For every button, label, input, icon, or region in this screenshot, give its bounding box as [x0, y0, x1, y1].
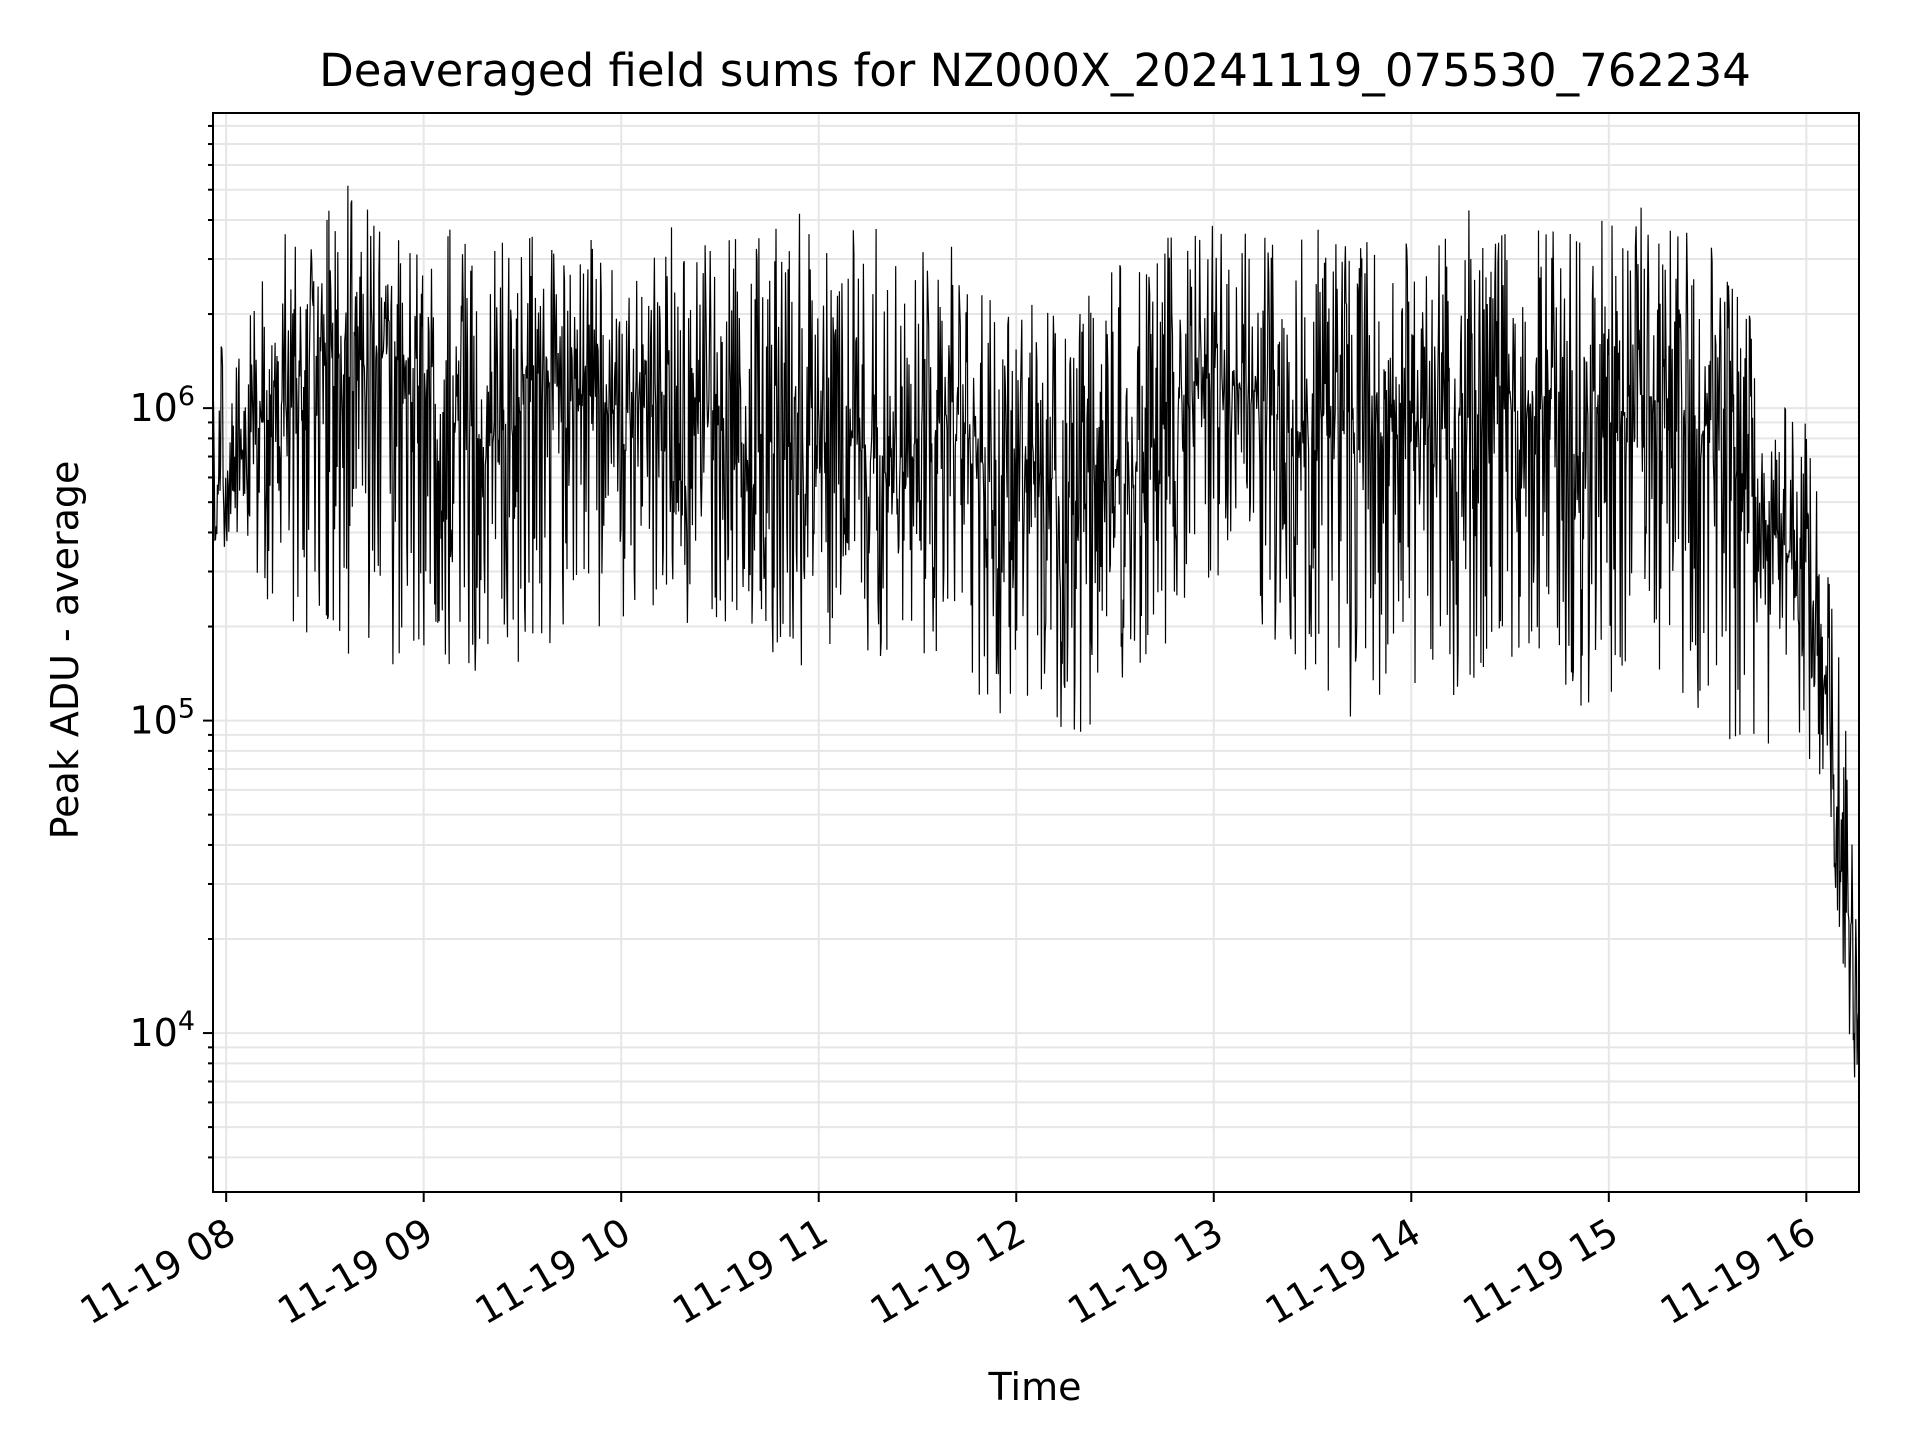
- y-axis-label: Peak ADU - average: [43, 461, 87, 840]
- y-tick-label: 106: [129, 381, 195, 430]
- y-axis: 104 105 106: [129, 124, 213, 1159]
- series-line: [212, 185, 1860, 1137]
- plot-frame: [212, 112, 1860, 1193]
- y-tick-label: 105: [129, 694, 195, 743]
- x-axis-label: Time: [988, 1365, 1082, 1409]
- series-layer: [212, 185, 1860, 1137]
- chart-title: Deaveraged field sums for NZ000X_2024111…: [319, 44, 1751, 97]
- y-tick-label: 104: [129, 1006, 195, 1055]
